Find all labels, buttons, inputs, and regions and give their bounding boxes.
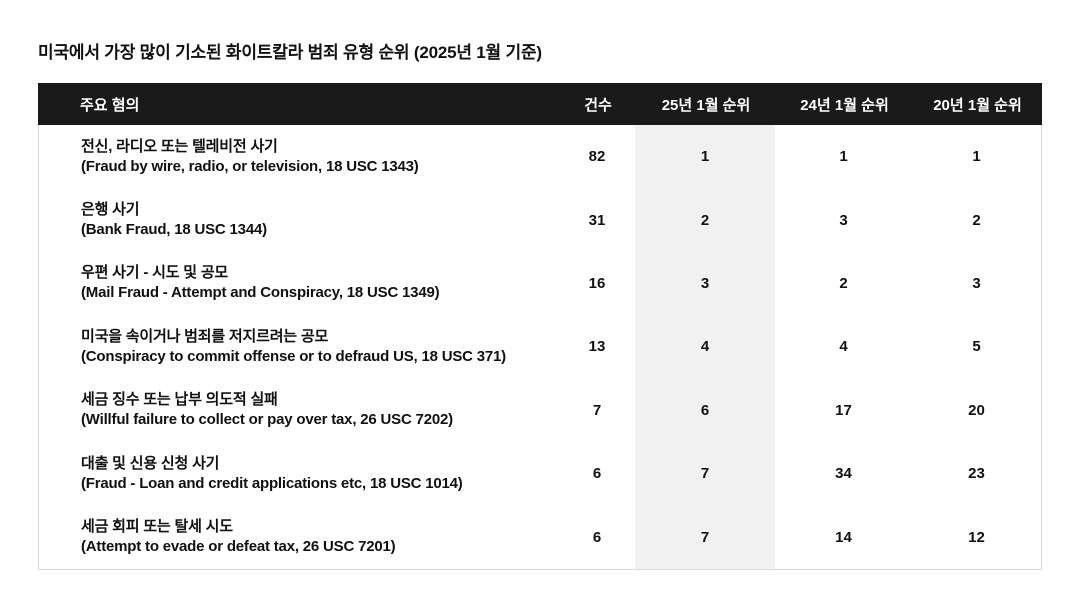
rank-2025-value: 1: [635, 125, 775, 189]
charge-english-label: (Attempt to evade or defeat tax, 26 USC …: [81, 538, 396, 556]
rank-2020-value: 2: [972, 211, 981, 229]
table-row: 세금 회피 또는 탈세 시도 (Attempt to evade or defe…: [39, 505, 1041, 569]
rank-2025-value: 7: [635, 505, 775, 569]
table-row: 세금 징수 또는 납부 의도적 실패 (Willful failure to c…: [39, 378, 1041, 442]
charge-korean-label: 은행 사기: [81, 201, 140, 219]
charge-cell: 우편 사기 - 시도 및 공모 (Mail Fraud - Attempt an…: [39, 252, 559, 315]
count-value: 82: [588, 148, 606, 166]
count-value: 7: [592, 401, 602, 419]
rank-2020-value: 12: [968, 528, 985, 546]
rank-2025-value: 3: [635, 251, 775, 316]
rank-2025-value: 2: [635, 188, 775, 252]
header-rank-2020: 20년 1월 순위: [933, 96, 1022, 114]
rank-2025-value: 7: [635, 441, 775, 506]
rank-2024-value: 4: [839, 338, 848, 356]
rank-2024-value: 3: [839, 211, 848, 229]
count-value: 16: [588, 274, 606, 292]
charge-korean-label: 세금 회피 또는 탈세 시도: [81, 518, 233, 536]
count-value: 6: [592, 528, 602, 546]
charge-english-label: (Bank Fraud, 18 USC 1344): [81, 221, 267, 239]
rank-2024-value: 14: [835, 528, 852, 546]
charge-korean-label: 우편 사기 - 시도 및 공모: [81, 264, 229, 282]
count-value: 31: [588, 211, 606, 229]
charge-english-label: (Willful failure to collect or pay over …: [81, 411, 453, 429]
rank-2025-value: 4: [635, 315, 775, 379]
charge-cell: 세금 징수 또는 납부 의도적 실패 (Willful failure to c…: [39, 379, 559, 442]
charge-korean-label: 미국을 속이거나 범죄를 저지르려는 공모: [81, 327, 329, 345]
rank-2020-value: 20: [968, 401, 985, 419]
charge-english-label: (Conspiracy to commit offense or to defr…: [81, 347, 506, 365]
rank-2024-value: 1: [839, 148, 848, 166]
table-row: 전신, 라디오 또는 텔레비전 사기 (Fraud by wire, radio…: [39, 125, 1041, 189]
table-body: 전신, 라디오 또는 텔레비전 사기 (Fraud by wire, radio…: [39, 125, 1041, 569]
rank-2024-value: 34: [835, 465, 852, 483]
rank-2020-value: 3: [972, 274, 981, 292]
table-row: 은행 사기 (Bank Fraud, 18 USC 1344) 31 2 3 2: [39, 188, 1041, 252]
charge-cell: 미국을 속이거나 범죄를 저지르려는 공모 (Conspiracy to com…: [39, 315, 559, 378]
charge-cell: 세금 회피 또는 탈세 시도 (Attempt to evade or defe…: [39, 505, 559, 568]
charge-cell: 은행 사기 (Bank Fraud, 18 USC 1344): [39, 188, 559, 251]
rank-2020-value: 1: [972, 148, 981, 166]
charge-korean-label: 세금 징수 또는 납부 의도적 실패: [81, 391, 278, 409]
header-rank-2024: 24년 1월 순위: [800, 96, 889, 114]
rank-2020-value: 23: [968, 465, 985, 483]
page-title: 미국에서 가장 많이 기소된 화이트칼라 범죄 유형 순위 (2025년 1월 …: [38, 43, 542, 62]
charge-english-label: (Fraud - Loan and credit applications et…: [81, 474, 463, 492]
charge-cell: 대출 및 신용 신청 사기 (Fraud - Loan and credit a…: [39, 442, 559, 505]
header-charge: 주요 혐의: [80, 96, 140, 114]
table-header-row: 주요 혐의 건수 25년 1월 순위 24년 1월 순위 20년 1월 순위: [38, 83, 1042, 125]
rank-2025-value: 6: [635, 378, 775, 442]
table-row: 대출 및 신용 신청 사기 (Fraud - Loan and credit a…: [39, 441, 1041, 506]
rank-2024-value: 2: [839, 274, 848, 292]
charge-korean-label: 전신, 라디오 또는 텔레비전 사기: [81, 137, 278, 155]
header-rank-2025: 25년 1월 순위: [661, 96, 751, 114]
charge-english-label: (Fraud by wire, radio, or television, 18…: [81, 157, 419, 175]
rank-2020-value: 5: [972, 338, 981, 356]
charge-korean-label: 대출 및 신용 신청 사기: [81, 454, 220, 472]
count-value: 6: [592, 465, 602, 483]
rank-2024-value: 17: [835, 401, 852, 419]
charge-cell: 전신, 라디오 또는 텔레비전 사기 (Fraud by wire, radio…: [39, 125, 559, 188]
count-value: 13: [588, 338, 606, 356]
crime-ranking-table: 주요 혐의 건수 25년 1월 순위 24년 1월 순위 20년 1월 순위 전…: [38, 83, 1042, 570]
table-row: 미국을 속이거나 범죄를 저지르려는 공모 (Conspiracy to com…: [39, 315, 1041, 379]
header-count: 건수: [584, 96, 612, 114]
table-row: 우편 사기 - 시도 및 공모 (Mail Fraud - Attempt an…: [39, 251, 1041, 316]
charge-english-label: (Mail Fraud - Attempt and Conspiracy, 18…: [81, 284, 440, 302]
